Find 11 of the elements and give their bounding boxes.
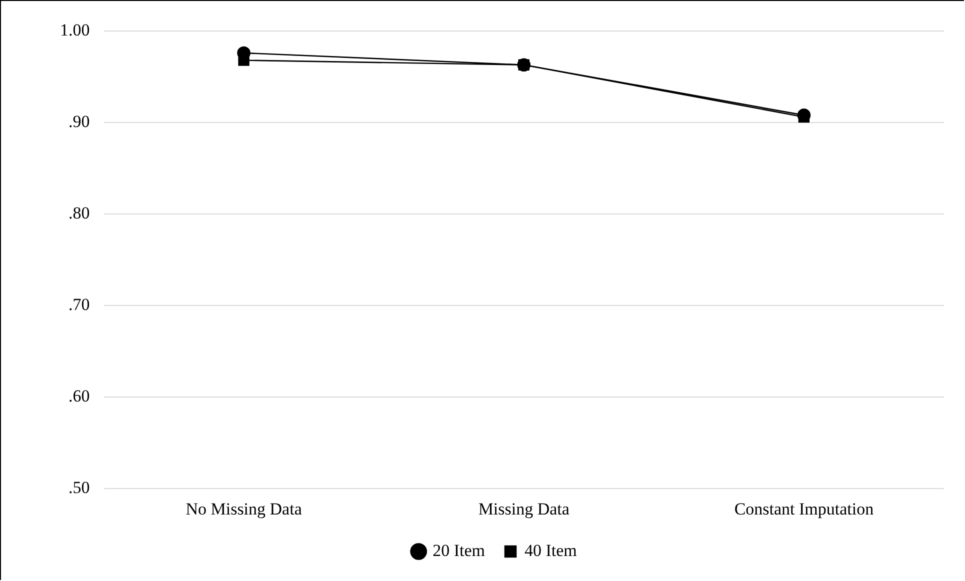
y-tick-label: .70 [68,295,90,314]
x-tick-label: Constant Imputation [734,499,874,518]
y-tick-label: .90 [68,112,90,131]
y-tick-label: .80 [68,204,90,223]
x-tick-label: Missing Data [478,499,570,518]
y-tick-label: .60 [68,386,90,406]
x-tick-label: No Missing Data [186,499,302,518]
legend-label: 40 Item [524,540,577,560]
legend-label: 20 Item [432,540,486,560]
y-tick-label: 1.00 [60,20,90,40]
y-tick-label: .50 [68,478,90,498]
